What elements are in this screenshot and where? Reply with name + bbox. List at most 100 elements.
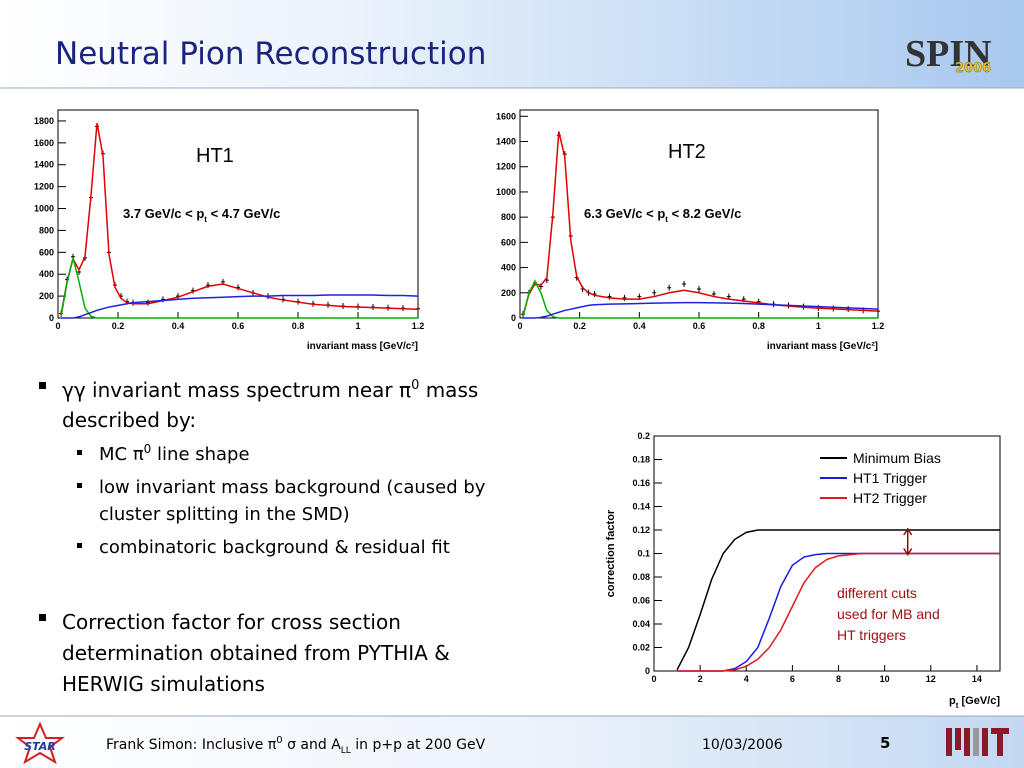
- annotation-part: t: [204, 215, 207, 224]
- series-line: [522, 131, 879, 316]
- chart: 0 2 4 6 8 10 12 14 0 0.02 0.04 0.06 0.08 0.1 0.12 0.14 0…: [605, 431, 1001, 710]
- difference-arrow: [903, 527, 913, 556]
- bullet: [39, 614, 46, 621]
- x-tick-label: 0.6: [232, 321, 245, 331]
- y-tick-label: 0.04: [632, 619, 650, 629]
- series-line: [61, 294, 419, 319]
- star-logo: STAR: [24, 740, 56, 753]
- annotation: different cuts: [837, 585, 917, 601]
- legend-label: Minimum Bias: [853, 450, 941, 466]
- x-tick-label: 14: [972, 674, 982, 684]
- x-tick-label: 0.8: [292, 321, 305, 331]
- x-tick-label: 2: [698, 674, 703, 684]
- y-tick-label: 0.02: [632, 643, 650, 653]
- x-axis-label-part: p: [949, 695, 956, 707]
- y-axis-label: correction factor: [605, 509, 617, 597]
- legend-label: HT1 Trigger: [853, 470, 927, 486]
- x-tick-label: 1.2: [872, 321, 885, 331]
- series-line: [522, 279, 878, 319]
- annotation-part: 6.3 GeV/c < p: [584, 206, 665, 221]
- x-tick-label: 0.4: [172, 321, 185, 331]
- star-logo-shape: [15, 721, 65, 765]
- y-tick-label: 0.08: [632, 572, 650, 582]
- slide-title: Neutral Pion Reconstruction: [55, 36, 486, 72]
- y-tick-label: 0.06: [632, 596, 650, 606]
- y-tick-label: 0: [49, 313, 54, 323]
- legend-label: HT2 Trigger: [853, 490, 927, 506]
- y-tick-label: 0: [511, 313, 516, 323]
- data-point: [206, 282, 210, 289]
- x-tick-label: 12: [926, 674, 936, 684]
- x-axis-label: invariant mass [GeV/c²]: [767, 341, 878, 352]
- x-tick-label: 0.4: [633, 321, 646, 331]
- data-point: [682, 280, 687, 287]
- y-tick-label: 200: [501, 288, 516, 298]
- annotation-part: 3.7 GeV/c < p: [123, 206, 204, 221]
- y-tick-label: 400: [39, 269, 54, 279]
- annotation-part: < 4.7 GeV/c: [207, 206, 280, 221]
- x-tick-label: 0: [517, 321, 522, 331]
- y-tick-label: 200: [39, 291, 54, 301]
- y-tick-label: 0.12: [632, 525, 650, 535]
- bullet: [39, 382, 46, 389]
- annotation: used for MB and: [837, 606, 940, 622]
- footer-date: 10/03/2006: [702, 737, 783, 753]
- x-tick-label: 1: [355, 321, 360, 331]
- annotation: 6.3 GeV/c < pt < 8.2 GeV/c: [584, 206, 741, 224]
- y-tick-label: 1200: [496, 162, 516, 172]
- bullet-text: γγ invariant mass spectrum near π0 mass: [62, 378, 478, 402]
- annotation-part: t: [665, 215, 668, 224]
- x-tick-label: 0: [55, 321, 60, 331]
- x-tick-label: 4: [744, 674, 749, 684]
- spin-logo: SPIN: [905, 33, 992, 75]
- series-line: [522, 301, 879, 319]
- bullet-text: determination obtained from PYTHIA &: [62, 641, 450, 665]
- x-tick-label: 8: [836, 674, 841, 684]
- charts: 0 0.2 0.4 0.6 0.8 1 1.202004006008001000120014…: [34, 109, 1001, 710]
- y-tick-label: 1000: [496, 187, 516, 197]
- y-tick-label: 1200: [34, 182, 54, 192]
- x-tick-label: 0: [651, 674, 656, 684]
- y-tick-label: 1000: [34, 204, 54, 214]
- series-line: [60, 257, 418, 319]
- header-band: [0, 0, 1024, 88]
- series-line: [677, 552, 1000, 672]
- x-tick-label: 1.2: [412, 321, 425, 331]
- data-point: [146, 299, 150, 306]
- y-tick-label: 600: [501, 237, 516, 247]
- y-tick-label: 800: [39, 225, 54, 235]
- y-tick-label: 800: [501, 212, 516, 222]
- annotation: 3.7 GeV/c < pt < 4.7 GeV/c: [123, 206, 280, 224]
- bullet-text: described by:: [62, 408, 196, 432]
- x-axis-label-part: [GeV/c]: [958, 695, 1000, 707]
- footer-band: [0, 716, 1024, 768]
- x-tick-label: 1: [816, 321, 821, 331]
- series-line: [676, 529, 1000, 671]
- annotation: HT triggers: [837, 627, 906, 643]
- y-tick-label: 1400: [496, 137, 516, 147]
- annotation-part: < 8.2 GeV/c: [668, 206, 741, 221]
- bullet-text: HERWIG simulations: [62, 672, 265, 696]
- x-axis-label-part: t: [956, 701, 959, 710]
- data-point: [697, 286, 701, 293]
- data-point: [667, 284, 672, 291]
- x-tick-label: 0.2: [112, 321, 125, 331]
- bullet-list: γγ invariant mass spectrum near π0 mass …: [39, 378, 486, 696]
- y-tick-label: 600: [39, 247, 54, 257]
- sub-bullet-text: cluster splitting in the SMD): [99, 504, 350, 525]
- chart: 0 0.2 0.4 0.6 0.8 1 1.2 0 200 400 600 800 1000 1200 14…: [496, 109, 885, 352]
- x-tick-label: 0.2: [573, 321, 586, 331]
- series-line: [60, 123, 419, 315]
- sub-bullet-text: MC π0 line shape: [99, 442, 250, 465]
- bullet: [77, 543, 82, 548]
- chart: 0 0.2 0.4 0.6 0.8 1 1.2 0 200 400 600 800 1000 1200 14…: [34, 109, 425, 352]
- y-tick-label: 0.18: [632, 455, 650, 465]
- y-tick-label: 1600: [496, 111, 516, 121]
- bullet: [77, 450, 82, 455]
- data-point: [652, 289, 657, 296]
- page-number: 5: [880, 734, 890, 752]
- x-tick-label: 10: [880, 674, 890, 684]
- y-tick-label: 0.14: [632, 502, 650, 512]
- y-tick-label: 1600: [34, 138, 54, 148]
